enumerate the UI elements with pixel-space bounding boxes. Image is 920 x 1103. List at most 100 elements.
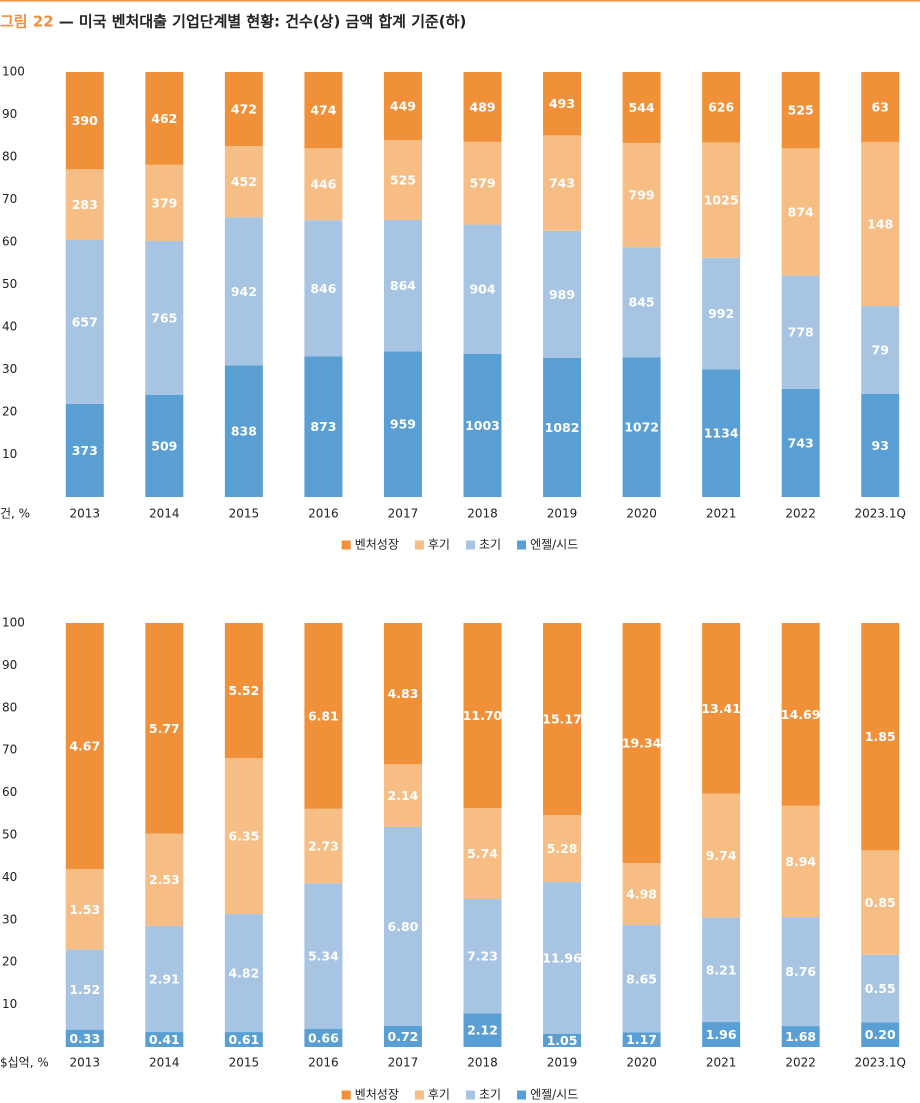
y-tick-label: 100 (2, 65, 25, 79)
value-label: 14.69 (781, 707, 821, 722)
legend-swatch (414, 1090, 424, 1100)
value-label: 2.14 (388, 788, 419, 803)
bar-segment (861, 1022, 900, 1047)
value-label: 0.61 (228, 1032, 259, 1047)
bar-segment (145, 833, 184, 926)
legend-label: 벤처성장 (355, 538, 399, 552)
x-tick-label: 2023.1Q (855, 507, 906, 521)
bar-segment (781, 805, 820, 918)
y-tick-label: 60 (2, 785, 17, 799)
y-tick-label: 60 (2, 235, 17, 249)
value-label: 5.52 (228, 683, 259, 698)
x-tick-label: 2016 (308, 1056, 339, 1070)
value-label: 390 (72, 113, 98, 128)
y-tick-label: 20 (2, 955, 17, 969)
bar-segment (65, 949, 104, 1030)
value-label: 2.53 (149, 872, 180, 887)
value-label: 1072 (624, 420, 659, 435)
bar-segment (224, 1032, 263, 1047)
value-label: 5.77 (149, 721, 180, 736)
bar-segment (383, 140, 422, 220)
bar-segment (543, 882, 582, 1034)
bar-segment (861, 850, 900, 955)
value-label: 5.28 (547, 841, 578, 856)
bar-segment (304, 623, 343, 809)
value-label: 4.98 (626, 887, 657, 902)
bar-segment (463, 808, 502, 900)
bar-segment (861, 72, 900, 142)
bar-segment (463, 141, 502, 225)
value-label: 992 (708, 306, 734, 321)
legend-swatch (465, 540, 475, 550)
bar-segment (65, 169, 104, 240)
x-tick-label: 2013 (69, 507, 100, 521)
value-label: 6.35 (228, 829, 259, 844)
value-label: 0.85 (865, 895, 896, 910)
y-tick-label: 70 (2, 743, 17, 757)
legend-label: 엔젤/시드 (530, 1088, 578, 1102)
bar-segment (702, 917, 741, 1023)
value-label: 0.72 (388, 1029, 419, 1044)
value-label: 6.80 (388, 919, 419, 934)
x-tick-label: 2018 (467, 1056, 498, 1070)
y-tick-label: 20 (2, 405, 17, 419)
value-label: 148 (867, 217, 893, 232)
x-tick-label: 2022 (785, 1056, 816, 1070)
bar-segment (304, 808, 343, 884)
bar-segment (861, 623, 900, 851)
x-tick-label: 2023.1Q (855, 1056, 906, 1070)
value-label: 0.41 (149, 1032, 180, 1047)
bar-segment (702, 369, 741, 497)
bar-segment (145, 623, 184, 834)
bar-segment (702, 623, 741, 794)
value-label: 63 (872, 99, 889, 114)
value-label: 743 (788, 435, 814, 450)
bar-segment (702, 72, 741, 143)
value-label: 626 (708, 100, 734, 115)
y-axis-label: 건, % (0, 507, 30, 521)
value-label: 2.73 (308, 839, 339, 854)
x-tick-label: 2015 (229, 1056, 260, 1070)
value-label: 449 (390, 99, 416, 114)
bar-segment (543, 357, 582, 497)
value-label: 2.12 (467, 1023, 498, 1038)
bar-segment (781, 1026, 820, 1047)
bar-segment (702, 1022, 741, 1047)
value-label: 989 (549, 287, 575, 302)
value-label: 0.66 (308, 1030, 339, 1045)
value-label: 846 (310, 281, 336, 296)
bar-segment (622, 247, 661, 358)
value-label: 5.74 (467, 846, 498, 861)
value-label: 8.94 (785, 854, 816, 869)
bar-segment (65, 623, 104, 869)
x-tick-label: 2019 (547, 507, 578, 521)
value-label: 19.34 (622, 736, 662, 751)
bar-segment (304, 148, 343, 221)
value-label: 657 (72, 314, 98, 329)
x-tick-label: 2020 (626, 507, 657, 521)
value-label: 525 (788, 103, 814, 118)
bar-segment (383, 351, 422, 497)
bar-segment (622, 142, 661, 248)
figure-number: 그림 22 (0, 13, 54, 31)
bar-segment (65, 868, 104, 950)
bar-segment (861, 393, 900, 497)
value-label: 864 (390, 278, 416, 293)
value-label: 446 (310, 177, 336, 192)
value-label: 1.96 (706, 1027, 737, 1042)
bar-segment (622, 1032, 661, 1047)
bar-segment (463, 1013, 502, 1047)
value-label: 1.52 (69, 982, 100, 997)
legend-swatch (517, 1090, 527, 1100)
bar-segment (224, 72, 263, 147)
bar-segment (224, 623, 263, 759)
value-label: 8.21 (706, 962, 737, 977)
bar-segment (622, 925, 661, 1033)
x-tick-label: 2022 (785, 507, 816, 521)
y-tick-label: 80 (2, 150, 17, 164)
value-label: 904 (469, 282, 495, 297)
bar-segment (304, 1028, 343, 1047)
y-tick-label: 40 (2, 870, 17, 884)
bar-segment (781, 623, 820, 806)
